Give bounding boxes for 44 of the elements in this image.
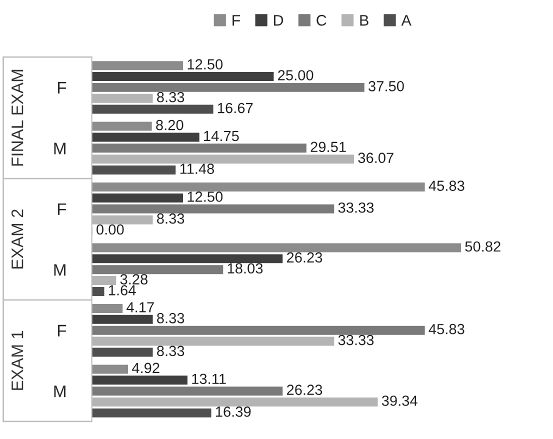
data-label: 33.33 <box>338 202 374 213</box>
data-label: 8.33 <box>157 346 184 356</box>
data-label: 8.33 <box>157 213 184 224</box>
legend-label: C <box>316 14 326 26</box>
legend-label: A <box>401 15 412 26</box>
data-label: 39.34 <box>382 396 418 406</box>
data-label: 16.67 <box>218 102 253 114</box>
legend-label: F <box>232 15 240 26</box>
data-label: 25.00 <box>278 70 314 80</box>
data-label: 37.50 <box>368 81 404 92</box>
data-label: 4.17 <box>126 302 154 312</box>
data-label: 11.48 <box>180 164 214 174</box>
data-label: 29.51 <box>310 142 346 152</box>
data-label: 13.11 <box>192 374 226 384</box>
data-label: 8.20 <box>156 120 184 130</box>
data-label: 14.75 <box>204 130 239 142</box>
legend-label: D <box>274 15 284 26</box>
text: FINAL EXAM <box>12 70 24 166</box>
data-label: 8.33 <box>157 313 184 324</box>
text: EXAM 1 <box>12 330 24 390</box>
data-label: 26.23 <box>286 252 322 263</box>
y-tick-label: M <box>54 386 66 398</box>
text: EXAM 2 <box>11 210 24 268</box>
data-label: 16.39 <box>216 406 251 417</box>
data-label: 1.64 <box>108 285 136 296</box>
data-label: 12.50 <box>188 192 223 202</box>
y-tick-label: M <box>54 264 66 276</box>
data-label: 33.33 <box>338 334 374 346</box>
y-tick-label: M <box>54 142 66 154</box>
y-tick-label: F <box>58 203 66 215</box>
y-tick-label: F <box>58 324 66 336</box>
data-label: 26.23 <box>286 384 322 395</box>
data-label: 45.83 <box>428 180 464 191</box>
data-label: 36.07 <box>358 152 394 164</box>
data-label: 4.92 <box>132 362 160 374</box>
data-label: 8.33 <box>157 92 184 102</box>
data-label: 50.82 <box>465 241 500 252</box>
y-tick-label: F <box>58 82 66 94</box>
data-label: 0.00 <box>96 224 124 235</box>
data-label: 45.83 <box>428 324 464 334</box>
data-label: 12.50 <box>188 59 223 70</box>
legend-label: B <box>360 15 368 26</box>
data-label: 3.28 <box>120 274 148 284</box>
data-label: 18.03 <box>228 263 263 274</box>
